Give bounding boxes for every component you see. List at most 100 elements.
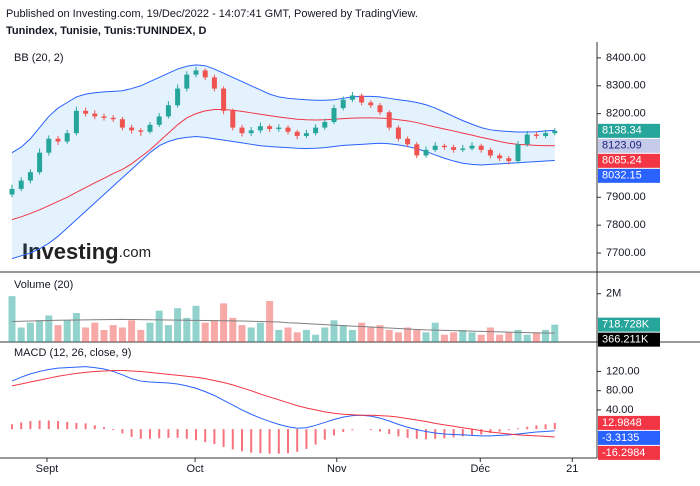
volume-bar xyxy=(45,315,53,342)
macd-histogram xyxy=(139,429,142,439)
volume-bar xyxy=(247,327,255,342)
price-tag-label: 8138.34 xyxy=(602,125,642,137)
y-tick-label: 8300.00 xyxy=(606,80,646,92)
macd-histogram xyxy=(342,429,345,433)
volume-bar xyxy=(192,305,200,342)
candle-body xyxy=(524,134,530,145)
candle-body xyxy=(110,117,116,120)
volume-bar xyxy=(155,310,163,342)
chart-title: Tunindex, Tunisie, Tunis:TUNINDEX, D xyxy=(6,25,207,37)
volume-bar xyxy=(91,322,99,342)
logo-word: Investing xyxy=(22,239,119,264)
price-tag-label: 366.211K xyxy=(602,334,649,346)
macd-histogram xyxy=(93,425,96,430)
macd-line xyxy=(11,366,555,437)
candle-body xyxy=(230,110,236,128)
macd-histogram xyxy=(268,429,271,454)
candle-body xyxy=(368,102,374,106)
volume-bar xyxy=(293,332,301,342)
volume-bar xyxy=(36,320,44,342)
volume-bar xyxy=(8,296,16,342)
volume-bar xyxy=(376,325,384,342)
candle-body xyxy=(156,116,162,125)
y-tick-label: 7700.00 xyxy=(606,247,646,259)
candle-body xyxy=(165,105,171,117)
x-tick-label: Oct xyxy=(187,463,204,475)
volume-bar xyxy=(367,327,375,342)
candle-body xyxy=(83,110,89,114)
macd-line xyxy=(11,369,555,438)
volume-bar xyxy=(201,322,209,342)
candle-body xyxy=(395,127,401,139)
macd-histogram xyxy=(526,426,529,430)
volume-bar xyxy=(137,329,145,342)
candle-body xyxy=(37,152,43,173)
volume-bar xyxy=(394,332,402,342)
macd-histogram xyxy=(397,429,400,437)
volume-bar xyxy=(385,329,393,342)
volume-bar xyxy=(523,334,531,342)
price-tag-label: 718.728K xyxy=(602,319,650,331)
macd-histogram xyxy=(544,424,547,430)
volume-bar xyxy=(26,322,34,342)
band-fill xyxy=(12,64,555,259)
candle-body xyxy=(552,130,558,134)
volume-bar xyxy=(477,334,485,342)
macd-histogram xyxy=(195,429,197,441)
candle-body xyxy=(285,127,291,132)
candle-body xyxy=(533,134,539,136)
volume-bar xyxy=(128,320,136,342)
price-tag xyxy=(598,168,660,183)
macd-histogram xyxy=(112,429,115,431)
price-tag-label: 12.9848 xyxy=(602,417,642,429)
candle-body xyxy=(9,188,15,195)
candle-body xyxy=(221,88,227,111)
candle-body xyxy=(303,133,309,136)
volume-bar xyxy=(358,322,366,342)
macd-histogram xyxy=(75,422,78,430)
volume-bar xyxy=(413,329,421,342)
y-tick-label: 40.00 xyxy=(606,404,634,416)
candle-body xyxy=(64,133,70,142)
macd-histogram xyxy=(121,429,124,434)
volume-bar xyxy=(348,329,356,342)
volume-bar xyxy=(486,327,494,342)
candle-body xyxy=(349,95,355,100)
macd-histogram xyxy=(103,427,105,430)
x-tick-label: Nov xyxy=(327,463,347,475)
candle-body xyxy=(92,113,98,117)
volume-bar xyxy=(284,327,292,342)
candle-body xyxy=(423,149,429,156)
macd-histogram xyxy=(535,425,538,430)
macd-histogram xyxy=(47,420,50,430)
y-tick-label: 7800.00 xyxy=(606,219,646,231)
price-tag xyxy=(598,138,660,153)
macd-histogram xyxy=(323,429,326,440)
macd-histogram xyxy=(167,429,170,438)
macd-histogram xyxy=(498,429,501,432)
candle-body xyxy=(441,145,447,148)
candle-body xyxy=(276,127,282,129)
macd-histogram xyxy=(130,429,133,437)
volume-bar xyxy=(183,317,191,342)
candle-body xyxy=(27,172,33,181)
macd-histogram xyxy=(388,429,391,434)
macd-histogram xyxy=(38,420,41,430)
volume-bar xyxy=(440,334,448,342)
band-line xyxy=(11,136,555,260)
candle-body xyxy=(18,180,24,189)
candle-body xyxy=(506,158,512,162)
macd-histogram xyxy=(489,429,492,433)
volume-bar xyxy=(118,327,126,342)
candle-body xyxy=(257,126,263,131)
price-tag-label: 8123.09 xyxy=(602,140,642,152)
x-tick-label: Sept xyxy=(36,463,59,475)
candle-body xyxy=(294,131,300,136)
pane-label: Volume (20) xyxy=(14,279,73,291)
price-tag xyxy=(598,415,660,430)
price-tag-label: 8085.24 xyxy=(602,155,642,167)
candle-body xyxy=(129,127,135,131)
macd-histogram xyxy=(66,421,69,430)
candle-body xyxy=(267,126,273,129)
candle-body xyxy=(211,77,217,89)
